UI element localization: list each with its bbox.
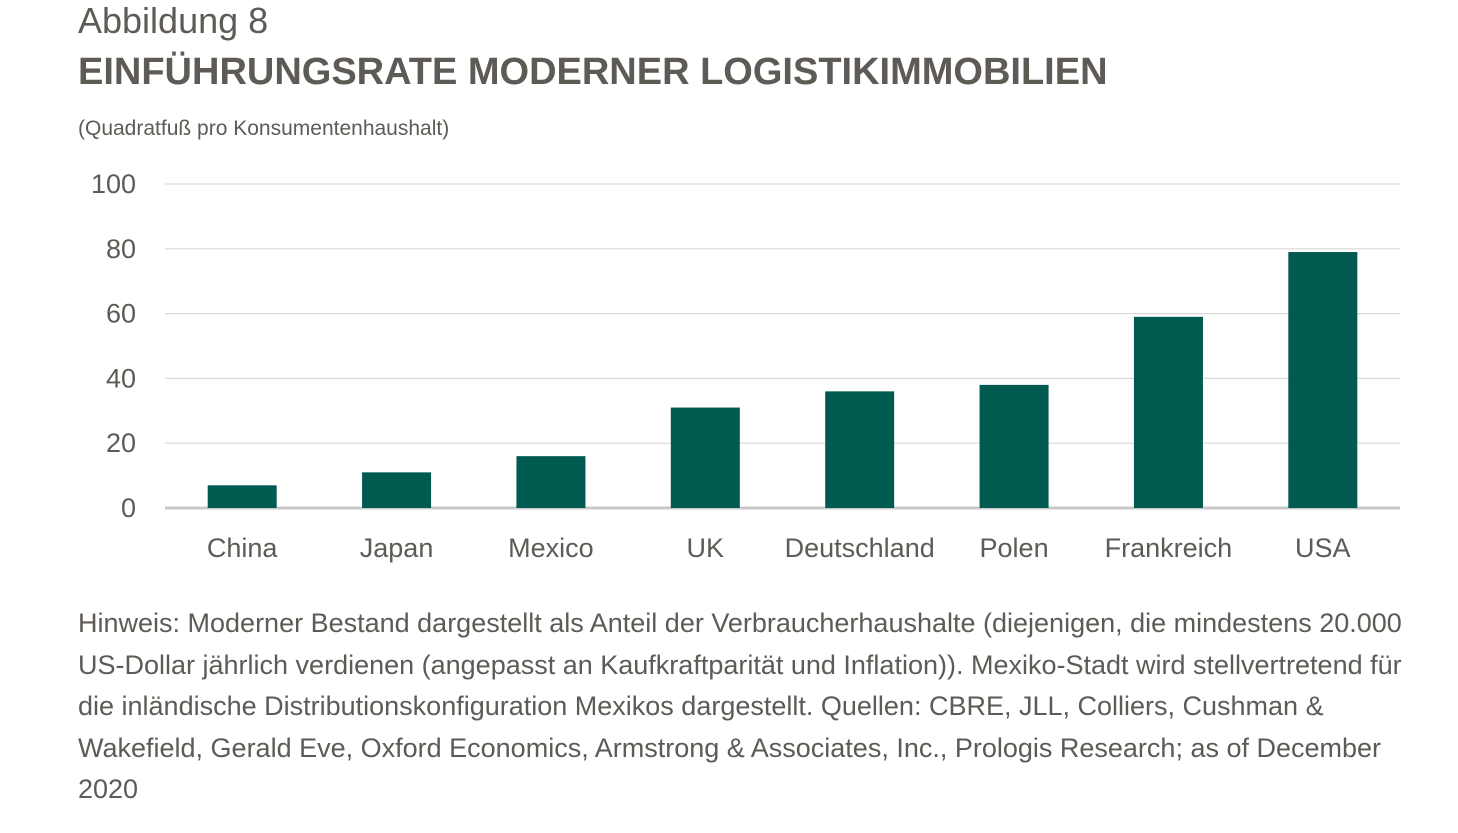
y-tick-label: 40	[106, 363, 136, 393]
bar-uk	[670, 407, 740, 508]
y-tick-label: 20	[106, 428, 136, 458]
x-tick-label: China	[207, 533, 279, 563]
bar-mexico	[516, 456, 586, 508]
bar-deutschland	[825, 391, 895, 508]
gridlines	[165, 183, 1400, 510]
y-tick-label: 0	[121, 493, 136, 523]
bar-japan	[362, 472, 432, 508]
x-tick-label: Japan	[360, 533, 434, 563]
x-tick-label: Mexico	[508, 533, 594, 563]
bar-usa	[1288, 252, 1358, 508]
x-tick-label: Frankreich	[1105, 533, 1233, 563]
chart-title: EINFÜHRUNGSRATE MODERNER LOGISTIKIMMOBIL…	[78, 51, 1108, 93]
y-axis-ticks: 0 20 40 60 80 100	[91, 169, 136, 523]
bar-china	[207, 485, 277, 508]
y-tick-label: 80	[106, 234, 136, 264]
y-tick-label: 60	[106, 299, 136, 329]
x-tick-label: Deutschland	[785, 533, 935, 563]
footnote: Hinweis: Moderner Bestand dargestellt al…	[78, 608, 1402, 804]
x-tick-label: UK	[687, 533, 725, 563]
bar-polen	[979, 384, 1049, 508]
figure-label: Abbildung 8	[78, 0, 269, 41]
bar-frankreich	[1133, 316, 1203, 508]
x-axis-labels: China Japan Mexico UK Deutschland Polen Frankr…	[207, 533, 1351, 563]
x-tick-label: USA	[1295, 533, 1351, 563]
bars	[207, 252, 1358, 508]
chart-subtitle: (Quadratfuß pro Konsumentenhaushalt)	[78, 117, 450, 140]
x-tick-label: Polen	[980, 533, 1049, 563]
y-tick-label: 100	[91, 169, 136, 199]
bar-chart: 0 20 40 60 80 100 China Japan Mexico UK Deutschla…	[91, 169, 1400, 563]
